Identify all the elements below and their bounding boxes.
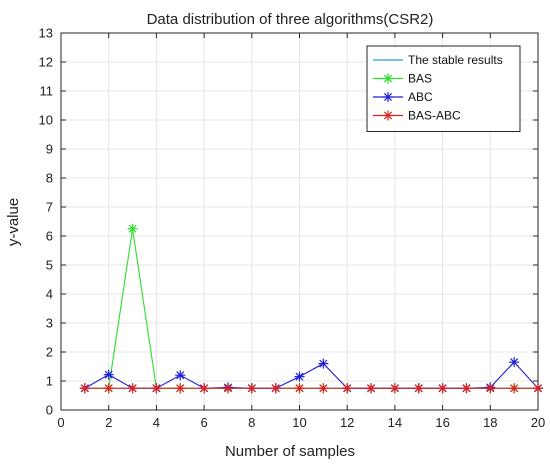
data-point-bas-abc (318, 383, 329, 394)
x-tick-label: 4 (153, 415, 160, 430)
x-tick-label: 12 (340, 415, 354, 430)
y-tick-label: 8 (46, 171, 53, 186)
legend-marker-bas (383, 73, 393, 84)
series-layer (79, 223, 543, 394)
data-point-bas-abc (199, 383, 210, 394)
data-point-bas-abc (222, 383, 233, 394)
x-tick-label: 8 (248, 415, 255, 430)
y-tick-label: 10 (39, 113, 53, 128)
legend-marker-abc (383, 92, 393, 102)
y-tick-label: 7 (46, 200, 53, 215)
legend-label-the-stable-results: The stable results (408, 53, 503, 67)
y-tick-label: 3 (46, 316, 53, 331)
data-point-abc (175, 370, 186, 381)
data-point-bas-abc (413, 383, 424, 394)
x-tick-label: 14 (388, 415, 402, 430)
data-point-bas-abc (389, 383, 400, 394)
x-tick-label: 10 (292, 415, 306, 430)
data-point-bas-abc (270, 383, 281, 394)
x-tick-label: 18 (483, 415, 497, 430)
y-tick-label: 6 (46, 229, 53, 244)
data-point-bas (127, 223, 138, 234)
x-axis-title: Number of samples (225, 443, 355, 460)
legend-label-bas: BAS (408, 72, 432, 86)
legend-marker-bas-abc (383, 110, 393, 121)
legend-label-bas-abc: BAS-ABC (408, 109, 461, 123)
x-tick-label: 20 (531, 415, 545, 430)
y-tick-label: 1 (46, 374, 53, 389)
data-point-bas-abc (461, 383, 472, 394)
data-point-bas-abc (342, 383, 353, 394)
data-point-bas-abc (437, 383, 448, 394)
data-point-bas-abc (103, 383, 114, 394)
data-point-abc (103, 369, 114, 380)
data-point-bas-abc (175, 383, 186, 394)
data-point-bas-abc (485, 383, 496, 394)
y-tick-label: 2 (46, 345, 53, 360)
data-point-abc (509, 357, 520, 368)
x-tick-label: 2 (105, 415, 112, 430)
x-tick-label: 16 (435, 415, 449, 430)
legend: The stable results BAS ABC BAS-ABC (366, 45, 521, 132)
data-point-bas-abc (509, 383, 520, 394)
y-tick-label: 5 (46, 258, 53, 273)
y-axis-title: y-value (5, 198, 22, 246)
data-point-abc (318, 358, 329, 369)
data-point-bas-abc (533, 383, 543, 394)
data-point-bas-abc (79, 383, 90, 394)
y-tick-label: 0 (46, 403, 53, 418)
y-tick-label: 4 (46, 287, 53, 302)
data-point-bas-abc (294, 383, 305, 394)
chart-title: Data distribution of three algorithms(CS… (147, 11, 434, 28)
y-tick-label: 9 (46, 142, 53, 157)
y-tick-label: 12 (39, 55, 53, 70)
x-tick-label: 0 (57, 415, 64, 430)
data-point-bas-abc (127, 383, 138, 394)
x-tick-label: 6 (200, 415, 207, 430)
data-point-abc (294, 371, 305, 382)
y-tick-label: 11 (40, 84, 54, 99)
data-point-bas-abc (151, 383, 162, 394)
data-point-bas-abc (246, 383, 257, 394)
y-tick-label: 13 (39, 26, 53, 41)
data-point-bas-abc (366, 383, 377, 394)
legend-label-abc: ABC (408, 90, 433, 104)
